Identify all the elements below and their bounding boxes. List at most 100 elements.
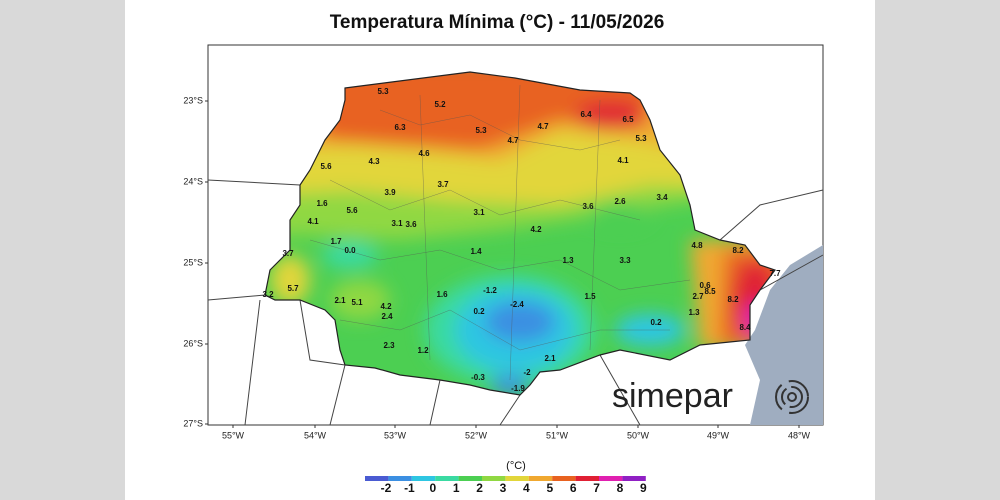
station-value: 4.2 (380, 302, 392, 311)
station-value: 8.2 (732, 246, 744, 255)
colorbar-label: 1 (453, 481, 460, 495)
side-panel (875, 0, 1000, 500)
station-value: 1.3 (562, 256, 574, 265)
station-value: 4.6 (418, 149, 430, 158)
lat-label: 27°S (183, 418, 203, 428)
colorbar-segment (482, 476, 506, 481)
station-value: 3.6 (582, 202, 594, 211)
colorbar-segment (435, 476, 459, 481)
side-panel (0, 0, 125, 500)
colorbar-segment (575, 476, 599, 481)
lon-label: 52°W (465, 430, 488, 440)
station-value: 8.4 (739, 323, 751, 332)
colorbar-segment (411, 476, 436, 481)
colorbar-segment (388, 476, 412, 481)
station-value: -0.3 (471, 373, 485, 382)
colorbar-unit: (°C) (506, 460, 526, 472)
lat-label: 26°S (183, 338, 203, 348)
station-value: 0.0 (344, 246, 356, 255)
colorbar-segment (365, 476, 389, 481)
station-value: 5.6 (320, 162, 332, 171)
station-value: 2.7 (692, 292, 704, 301)
logo-text: simepar (612, 377, 733, 415)
lon-label: 54°W (304, 430, 327, 440)
station-value: 6.4 (580, 110, 592, 119)
lat-label: 24°S (183, 176, 203, 186)
colorbar-label: 9 (640, 481, 647, 495)
station-value: 1.2 (417, 346, 429, 355)
borders (207, 179, 824, 426)
station-value: 5.1 (351, 298, 363, 307)
station-value: -1.2 (483, 286, 497, 295)
station-value: 6.5 (622, 115, 634, 124)
colorbar-label: 6 (570, 481, 577, 495)
station-value: 4.7 (507, 136, 519, 145)
colorbar-segment (622, 476, 646, 481)
station-value: 8.5 (704, 287, 716, 296)
station-value: -1.9 (511, 384, 525, 393)
station-value: 2.1 (544, 354, 556, 363)
colorbar-label: -1 (404, 481, 415, 495)
colorbar-label: 5 (546, 481, 553, 495)
station-value: 6.3 (394, 123, 406, 132)
station-value: 2.6 (614, 197, 626, 206)
station-value: 3.6 (405, 220, 417, 229)
logo: simepar (612, 377, 809, 415)
station-value: 1.6 (316, 199, 328, 208)
map (207, 44, 824, 426)
station-value: 5.3 (377, 87, 389, 96)
colorbar-segment (599, 476, 623, 481)
station-value: 3.7 (437, 180, 449, 189)
colorbar-segment (505, 476, 529, 481)
station-value: 7.7 (769, 269, 781, 278)
station-value: 1.6 (436, 290, 448, 299)
station-value: 5.3 (635, 134, 647, 143)
colorbar-label: 2 (476, 481, 483, 495)
lon-label: 49°W (707, 430, 730, 440)
station-value: 2.1 (334, 296, 346, 305)
colorbar-segment (528, 476, 553, 481)
station-value: 4.1 (307, 217, 319, 226)
colorbar-label: -2 (381, 481, 392, 495)
lon-label: 50°W (627, 430, 650, 440)
ocean (745, 245, 823, 425)
station-value: 4.1 (617, 156, 629, 165)
station-value: 3.9 (384, 188, 396, 197)
station-value: 3.7 (282, 249, 294, 258)
colorbar-segment (552, 476, 576, 481)
lon-label: 53°W (384, 430, 407, 440)
station-value: 5.2 (434, 100, 446, 109)
lon-label: 55°W (222, 430, 245, 440)
station-value: 0.6 (699, 281, 711, 290)
title: Temperatura Mínima (°C) - 11/05/2026 (330, 12, 665, 33)
station-value: 0.2 (473, 307, 485, 316)
station-value: 8.2 (727, 295, 739, 304)
station-value: 1.7 (330, 237, 342, 246)
station-value: 3.2 (262, 290, 274, 299)
station-value: 1.3 (688, 308, 700, 317)
station-value: 1.5 (584, 292, 596, 301)
station-value: 5.3 (475, 126, 487, 135)
colorbar-label: 0 (429, 481, 436, 495)
colorbar-label: 4 (523, 481, 530, 495)
station-value: 3.1 (391, 219, 403, 228)
station-value: -2.4 (510, 300, 524, 309)
station-value: 4.8 (691, 241, 703, 250)
station-value: 4.3 (368, 157, 380, 166)
station-value: 0.2 (650, 318, 662, 327)
station-value: 4.7 (537, 122, 549, 131)
lat-label: 23°S (183, 95, 203, 105)
station-value: 3.3 (619, 256, 631, 265)
lon-label: 48°W (788, 430, 811, 440)
station-value: -2 (523, 368, 531, 377)
station-value: 3.1 (473, 208, 485, 217)
colorbar-segment (458, 476, 482, 481)
station-value: 4.2 (530, 225, 542, 234)
colorbar-label: 7 (593, 481, 600, 495)
lon-label: 51°W (546, 430, 569, 440)
colorbar-label: 8 (617, 481, 624, 495)
station-value: 5.6 (346, 206, 358, 215)
station-value: 3.4 (656, 193, 668, 202)
